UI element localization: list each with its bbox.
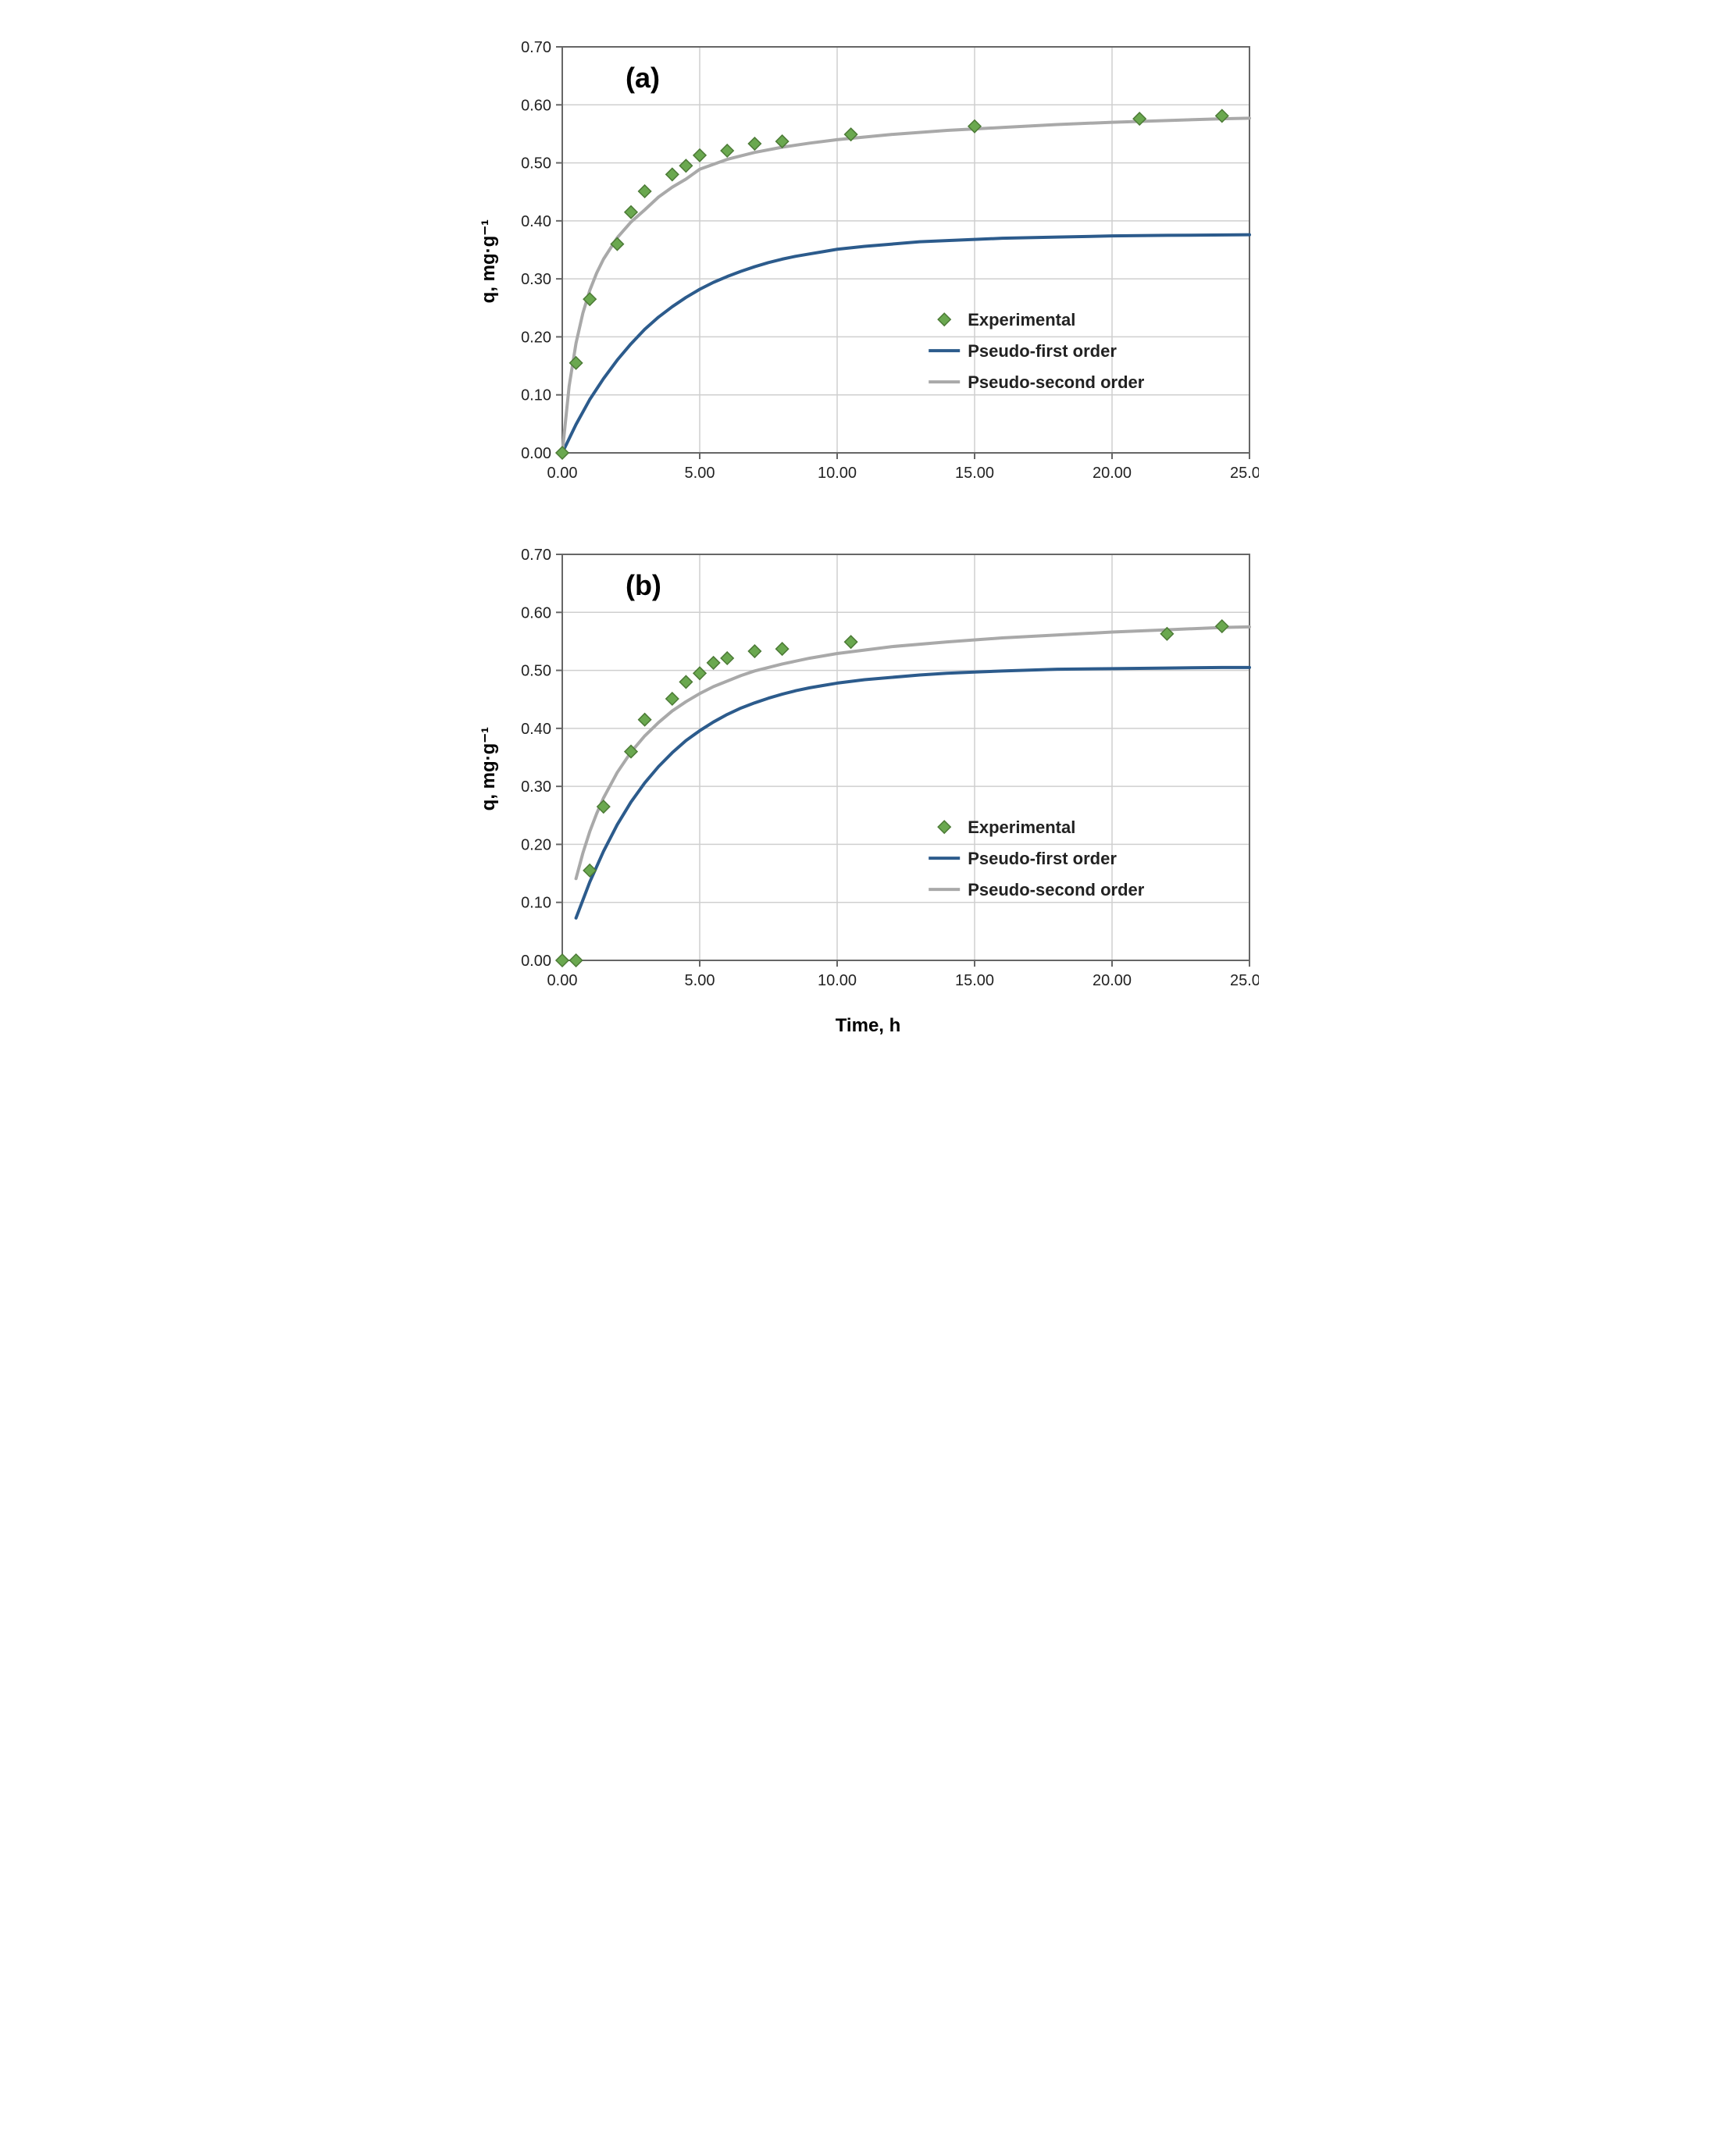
legend-experimental-label: Experimental	[968, 817, 1075, 837]
experimental-marker	[556, 954, 569, 967]
chart-b: 0.00 0.10 0.20 0.30 0.40 0.50 0.60 0.70 0.00 5.00…	[508, 539, 1259, 999]
experimental-marker	[1215, 620, 1228, 632]
y-axis-label-b: q, mg·g⁻¹	[478, 727, 500, 810]
chart-a: 0.00 0.10 0.20 0.30 0.40 0.50 0.60 0.70 0.00 5.00…	[508, 31, 1259, 492]
y-tick-label: 0.60	[521, 604, 551, 622]
pseudo-first-order-line	[576, 668, 1249, 918]
y-tick-label: 0.10	[521, 895, 551, 912]
y-tick-label: 0.20	[521, 329, 551, 346]
panel-b: q, mg·g⁻¹ 0.000.100.200.300.400.500.600.…	[478, 539, 1259, 1037]
x-tick-label: 0.00	[547, 465, 577, 482]
y-tick-label: 0.00	[521, 953, 551, 970]
y-tick-label: 0.70	[521, 39, 551, 56]
experimental-marker	[556, 447, 569, 459]
x-tick-label: 25.00	[1229, 972, 1258, 989]
legend-experimental-icon	[938, 313, 950, 326]
pseudo-second-order-line	[576, 627, 1249, 878]
experimental-marker	[844, 636, 857, 648]
pseudo-second-order-line	[562, 118, 1249, 453]
y-tick-label: 0.50	[521, 663, 551, 680]
experimental-marker	[721, 144, 733, 157]
y-tick-label: 0.00	[521, 445, 551, 462]
legend-pfo-label: Pseudo-first order	[968, 849, 1117, 868]
plot-border	[562, 554, 1249, 960]
x-tick-label: 5.00	[684, 972, 715, 989]
y-axis-label-a: q, mg·g⁻¹	[478, 219, 500, 303]
x-tick-label: 15.00	[954, 972, 993, 989]
x-tick-label: 25.00	[1229, 465, 1258, 482]
pseudo-first-order-line	[562, 235, 1249, 453]
legend-pfo-label: Pseudo-first order	[968, 341, 1117, 361]
experimental-marker	[1133, 112, 1146, 125]
experimental-marker	[679, 675, 692, 688]
x-tick-label: 5.00	[684, 465, 715, 482]
x-tick-label: 20.00	[1092, 972, 1131, 989]
y-tick-label: 0.60	[521, 97, 551, 114]
x-tick-label: 10.00	[817, 972, 856, 989]
experimental-marker	[693, 667, 706, 679]
figure: q, mg·g⁻¹ 0.000.100.200.300.400.500.600.…	[478, 31, 1259, 1037]
legend-pso-label: Pseudo-second order	[968, 372, 1145, 392]
y-tick-label: 0.30	[521, 778, 551, 796]
panel-label: (a)	[625, 62, 659, 94]
experimental-marker	[665, 168, 678, 180]
experimental-marker	[638, 185, 651, 198]
y-tick-label: 0.70	[521, 547, 551, 564]
panel-label: (b)	[625, 569, 661, 601]
legend-experimental-icon	[938, 821, 950, 833]
x-tick-label: 10.00	[817, 465, 856, 482]
experimental-marker	[748, 137, 761, 150]
experimental-marker	[775, 643, 788, 655]
y-tick-label: 0.40	[521, 721, 551, 738]
experimental-marker	[693, 149, 706, 162]
x-tick-label: 20.00	[1092, 465, 1131, 482]
x-axis-label: Time, h	[478, 1015, 1259, 1037]
legend-pso-label: Pseudo-second order	[968, 880, 1145, 899]
y-tick-label: 0.20	[521, 836, 551, 853]
experimental-marker	[707, 657, 719, 669]
x-tick-label: 0.00	[547, 972, 577, 989]
y-tick-label: 0.10	[521, 387, 551, 404]
legend-experimental-label: Experimental	[968, 310, 1075, 329]
x-tick-label: 15.00	[954, 465, 993, 482]
experimental-marker	[665, 693, 678, 705]
experimental-marker	[569, 954, 582, 967]
experimental-marker	[638, 714, 651, 726]
panel-a: q, mg·g⁻¹ 0.000.100.200.300.400.500.600.…	[478, 31, 1259, 492]
plot-border	[562, 47, 1249, 453]
y-tick-label: 0.30	[521, 271, 551, 288]
experimental-marker	[748, 645, 761, 657]
y-tick-label: 0.50	[521, 155, 551, 173]
experimental-marker	[679, 159, 692, 172]
experimental-marker	[721, 652, 733, 664]
experimental-marker	[611, 238, 623, 251]
y-tick-label: 0.40	[521, 213, 551, 230]
